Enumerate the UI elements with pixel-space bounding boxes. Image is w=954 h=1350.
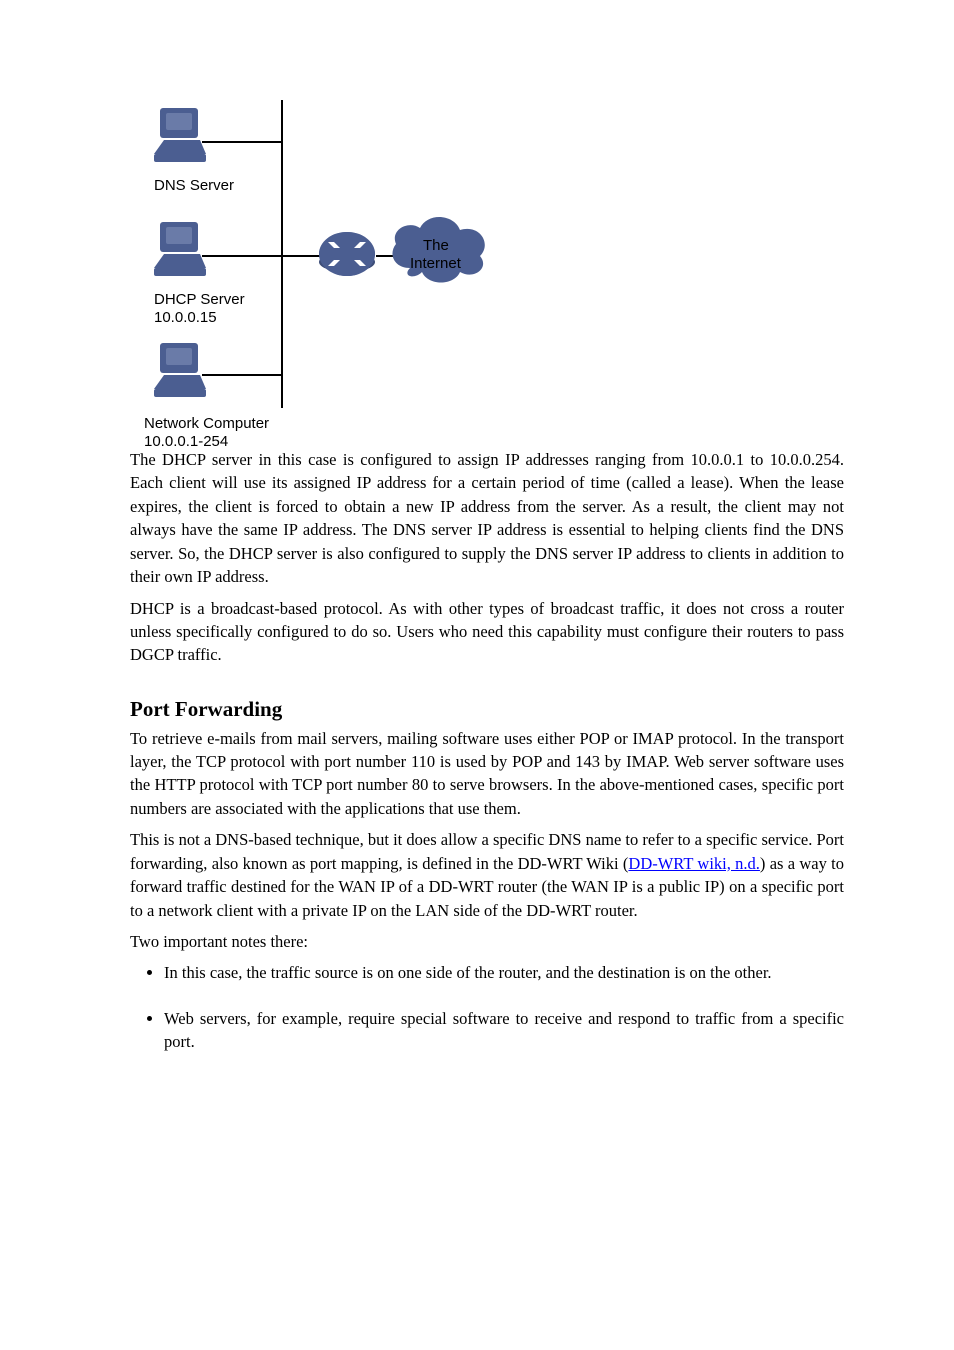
- network-diagram: DNS Server DHCP Server 10.0.0.15 Network…: [130, 90, 530, 420]
- router-icon: [319, 232, 375, 276]
- dhcp-server-icon: [154, 222, 206, 276]
- ddwrt-wiki-link[interactable]: DD-WRT wiki, n.d.: [628, 854, 760, 873]
- paragraph-ports: To retrieve e-mails from mail servers, m…: [130, 727, 844, 821]
- dhcp-label-1: DHCP Server: [154, 291, 245, 308]
- dns-server-icon: [154, 108, 206, 162]
- client-label-2: 10.0.0.1-254: [144, 433, 228, 450]
- client-pc-icon: [154, 343, 206, 397]
- list-item: In this case, the traffic source is on o…: [164, 961, 844, 984]
- dns-label: DNS Server: [154, 177, 234, 194]
- notes-list: In this case, the traffic source is on o…: [130, 961, 844, 1053]
- client-label-1: Network Computer: [144, 415, 269, 432]
- cloud-label-2: Internet: [410, 255, 462, 272]
- cloud-label-1: The: [423, 237, 449, 254]
- paragraph-ddwrt: This is not a DNS-based technique, but i…: [130, 828, 844, 922]
- paragraph-broadcast: DHCP is a broadcast-based protocol. As w…: [130, 597, 844, 667]
- list-item: Web servers, for example, require specia…: [164, 1007, 844, 1054]
- paragraph-notes-intro: Two important notes there:: [130, 930, 844, 953]
- heading-port-forwarding: Port Forwarding: [130, 695, 844, 725]
- dhcp-label-2: 10.0.0.15: [154, 309, 217, 326]
